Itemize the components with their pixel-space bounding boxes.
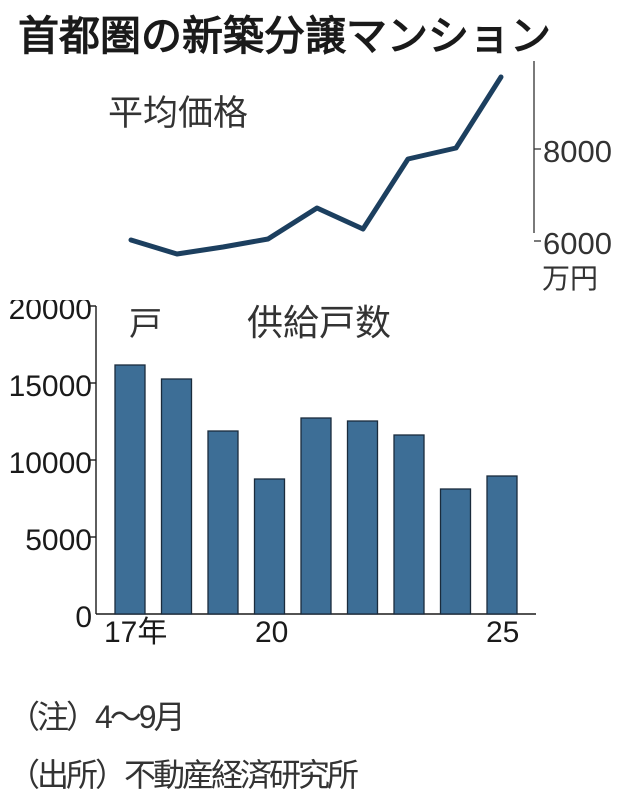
svg-text:平均価格: 平均価格 [108, 94, 248, 133]
svg-text:5000: 5000 [25, 524, 92, 557]
svg-text:8000: 8000 [543, 134, 612, 169]
svg-text:15000: 15000 [9, 370, 92, 403]
svg-text:25: 25 [486, 616, 519, 649]
svg-text:17年: 17年 [104, 616, 167, 649]
svg-text:6000: 6000 [543, 226, 612, 261]
svg-text:万円: 万円 [542, 263, 598, 294]
svg-text:供給戸数: 供給戸数 [247, 302, 391, 343]
svg-text:20000: 20000 [9, 300, 92, 326]
svg-text:20: 20 [255, 616, 288, 649]
svg-text:0: 0 [75, 601, 92, 634]
svg-text:戸: 戸 [129, 305, 162, 342]
svg-text:10000: 10000 [9, 447, 92, 480]
